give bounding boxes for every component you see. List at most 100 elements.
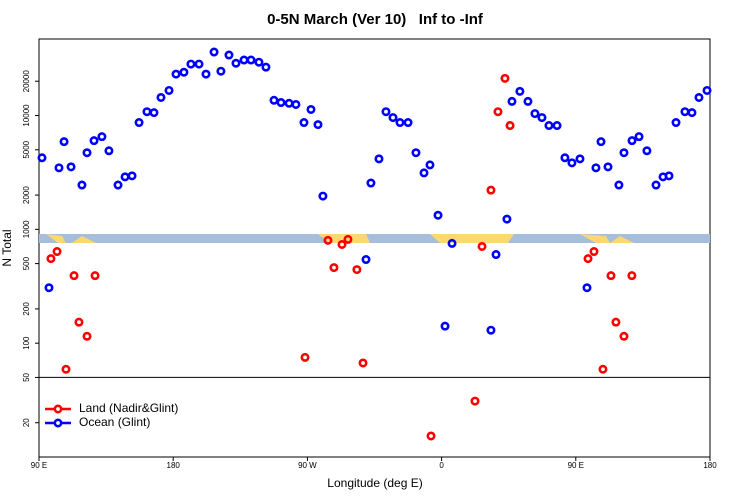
data-point bbox=[254, 57, 264, 67]
data-point bbox=[500, 73, 510, 83]
data-point bbox=[261, 62, 271, 72]
data-point bbox=[507, 96, 517, 106]
data-point bbox=[627, 136, 637, 146]
data-point bbox=[313, 120, 323, 130]
plot-frame bbox=[38, 38, 711, 458]
data-point bbox=[74, 317, 84, 327]
data-point bbox=[544, 121, 554, 131]
data-point bbox=[269, 95, 279, 105]
legend-marker bbox=[53, 404, 63, 414]
data-point bbox=[694, 92, 704, 102]
data-point bbox=[54, 163, 64, 173]
data-point bbox=[299, 118, 309, 128]
data-point bbox=[411, 148, 421, 158]
x-tick-label: 90 W bbox=[298, 461, 317, 470]
data-point bbox=[447, 238, 457, 248]
data-point bbox=[300, 352, 310, 362]
x-tick-label: 180 bbox=[167, 461, 181, 470]
data-point bbox=[567, 158, 577, 168]
y-tick-label: 100 bbox=[22, 336, 31, 350]
data-point bbox=[664, 171, 674, 181]
data-point bbox=[361, 255, 371, 265]
data-point bbox=[366, 178, 376, 188]
data-point bbox=[627, 271, 637, 281]
data-point bbox=[591, 163, 601, 173]
x-tick-label: 0 bbox=[439, 461, 444, 470]
y-tick-label: 50 bbox=[22, 372, 31, 381]
x-tick-label: 90 E bbox=[568, 461, 584, 470]
data-point bbox=[530, 109, 540, 119]
data-point bbox=[687, 108, 697, 118]
data-point bbox=[113, 180, 123, 190]
land-shapes bbox=[46, 234, 634, 243]
data-point bbox=[352, 265, 362, 275]
y-tick-label: 500 bbox=[22, 256, 31, 270]
legend-marker bbox=[53, 418, 63, 428]
data-point bbox=[90, 271, 100, 281]
data-point bbox=[142, 107, 152, 117]
data-point bbox=[194, 59, 204, 69]
y-tick-label: 1000 bbox=[22, 220, 31, 238]
data-point bbox=[374, 154, 384, 164]
data-point bbox=[651, 180, 661, 190]
data-point bbox=[582, 283, 592, 293]
data-point bbox=[276, 98, 286, 108]
x-tick-label: 180 bbox=[703, 461, 717, 470]
chart-title: 0-5N March (Ver 10) Inf to -Inf bbox=[267, 11, 484, 28]
data-point bbox=[642, 146, 652, 156]
data-point bbox=[61, 364, 71, 374]
data-point bbox=[477, 241, 487, 251]
y-tick-label: 20 bbox=[22, 418, 31, 427]
data-point bbox=[611, 317, 621, 327]
data-point bbox=[343, 234, 353, 244]
data-point bbox=[291, 99, 301, 109]
data-point bbox=[395, 118, 405, 128]
data-point bbox=[523, 96, 533, 106]
data-point bbox=[702, 85, 712, 95]
data-point bbox=[598, 364, 608, 374]
data-point bbox=[284, 98, 294, 108]
data-point bbox=[614, 180, 624, 190]
data-point bbox=[486, 325, 496, 335]
data-point bbox=[596, 137, 606, 147]
data-point bbox=[680, 107, 690, 117]
data-point bbox=[381, 107, 391, 117]
y-tick-label: 10000 bbox=[22, 104, 31, 127]
y-tick-label: 20000 bbox=[22, 70, 31, 93]
data-point bbox=[104, 146, 114, 156]
data-point bbox=[619, 331, 629, 341]
data-point bbox=[440, 321, 450, 331]
legend-label: Land (Nadir&Glint) bbox=[79, 401, 178, 415]
data-point bbox=[337, 239, 347, 249]
data-point bbox=[231, 58, 241, 68]
data-point bbox=[425, 160, 435, 170]
data-point bbox=[634, 132, 644, 142]
data-point bbox=[120, 172, 130, 182]
data-point bbox=[239, 55, 249, 65]
data-point bbox=[186, 59, 196, 69]
data-point bbox=[164, 85, 174, 95]
data-point bbox=[619, 148, 629, 158]
data-point bbox=[44, 283, 54, 293]
data-point bbox=[179, 67, 189, 77]
data-point bbox=[470, 396, 480, 406]
data-point bbox=[66, 162, 76, 172]
data-point bbox=[318, 191, 328, 201]
map-strip bbox=[39, 234, 710, 243]
data-point bbox=[127, 171, 137, 181]
data-point bbox=[323, 235, 333, 245]
data-point bbox=[171, 69, 181, 79]
data-point bbox=[388, 113, 398, 123]
data-point bbox=[46, 254, 56, 264]
data-point bbox=[671, 118, 681, 128]
data-point bbox=[82, 148, 92, 158]
data-point bbox=[216, 66, 226, 76]
ocean-band bbox=[39, 234, 710, 243]
data-point bbox=[201, 69, 211, 79]
data-point bbox=[486, 185, 496, 195]
data-point bbox=[419, 168, 429, 178]
data-point bbox=[589, 247, 599, 257]
data-point bbox=[493, 107, 503, 117]
x-axis-label: Longitude (deg E) bbox=[327, 476, 422, 490]
